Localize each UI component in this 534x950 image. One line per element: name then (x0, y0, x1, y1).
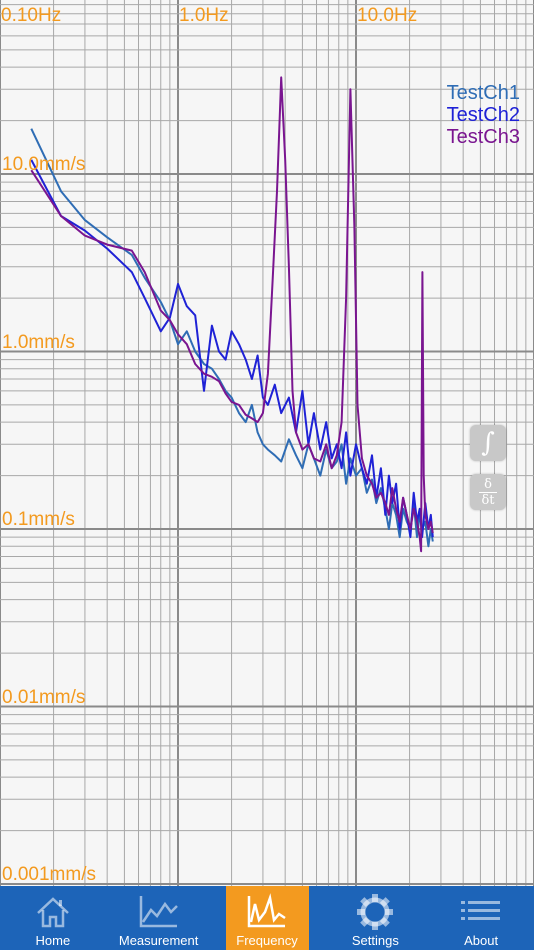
legend-item-testch1: TestCh1 (446, 82, 520, 104)
integrate-button[interactable]: ∫ (470, 425, 506, 461)
measurement-chart-icon (139, 896, 178, 928)
x-tick-label: 10.0Hz (357, 5, 418, 26)
tab-settings-label: Settings (351, 933, 399, 948)
fraction-bar (479, 491, 497, 493)
derivative-numerator: δ (484, 476, 492, 492)
x-tick-label: 0.10Hz (1, 5, 62, 26)
series-lines (30, 76, 434, 553)
y-tick-label: 1.0mm/s (2, 331, 75, 353)
derivative-denominator: δt (481, 492, 495, 508)
series-line-testch1 (30, 128, 434, 548)
list-icon (461, 901, 501, 920)
series-line-testch3 (30, 76, 434, 553)
frequency-chart-icon (247, 893, 286, 928)
integral-icon: ∫ (481, 428, 495, 458)
tab-settings[interactable]: Settings (323, 886, 429, 950)
tab-measurement[interactable]: Measurement (106, 886, 212, 950)
tab-bar: Home Measurement Frequency (0, 886, 534, 950)
frequency-plot[interactable]: 0.10Hz 1.0Hz 10.0Hz 10.0mm/s 1.0mm/s 0.1mm/s… (0, 0, 534, 886)
differentiate-button[interactable]: δ δt (470, 474, 506, 510)
tab-frequency-label: Frequency (236, 933, 298, 948)
legend-item-testch2: TestCh2 (446, 104, 520, 126)
home-icon (37, 897, 69, 928)
legend: TestCh1 TestCh2 TestCh3 (447, 82, 520, 148)
y-tick-label: 0.1mm/s (2, 509, 75, 530)
y-tick-label: 10.0mm/s (2, 154, 86, 175)
y-tick-label: 0.01mm/s (2, 686, 86, 708)
tab-about-label: About (464, 933, 499, 948)
tab-home-label: Home (35, 933, 71, 948)
y-tick-label: 0.001mm/s (2, 864, 96, 885)
plot-canvas (0, 0, 534, 886)
gear-icon (357, 894, 394, 930)
tab-measurement-label: Measurement (118, 933, 199, 948)
tab-about[interactable]: About (428, 886, 534, 950)
legend-item-testch3: TestCh3 (446, 126, 520, 148)
derivative-icon: δ δt (479, 478, 497, 507)
tab-home[interactable]: Home (0, 886, 106, 950)
tab-frequency[interactable]: Frequency (225, 886, 309, 950)
x-tick-label: 1.0Hz (179, 5, 229, 26)
